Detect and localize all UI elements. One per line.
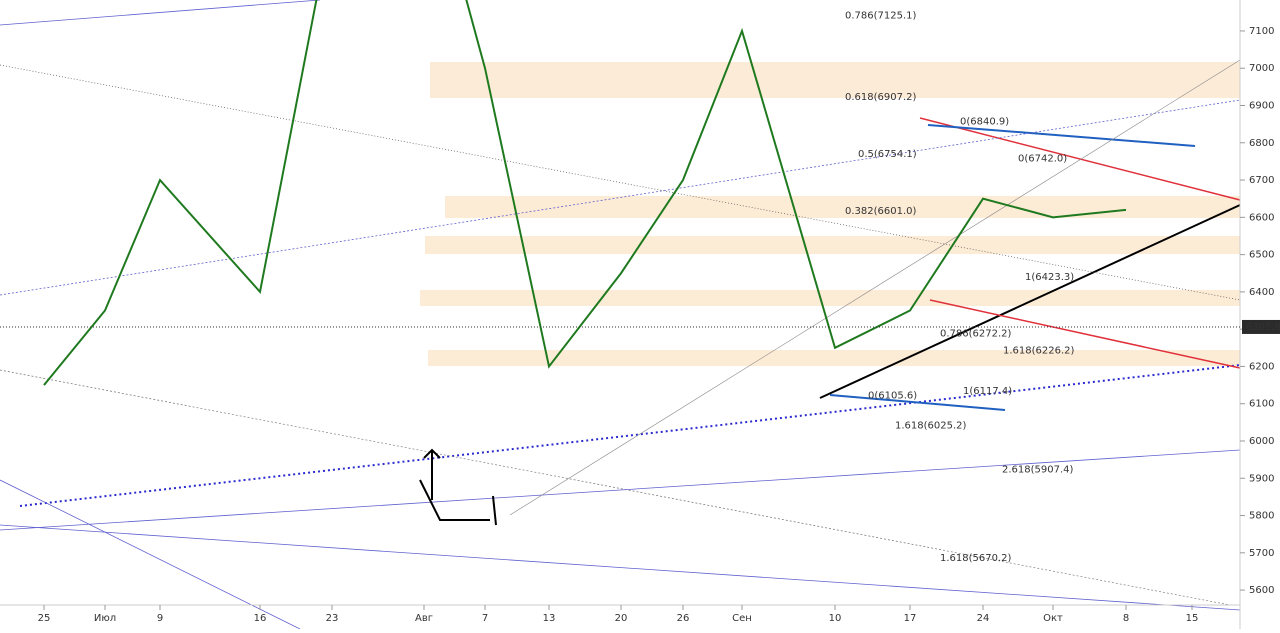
x-tick-label: 10 — [829, 613, 842, 624]
x-tick-label: Окт — [1043, 613, 1063, 624]
fib-label: 0.618(6907.2) — [845, 92, 917, 103]
plot — [43, 0, 1127, 386]
y-tick-label: 5800 — [1249, 511, 1274, 522]
x-tick-label: 25 — [38, 613, 51, 624]
y-tick-label: 6500 — [1249, 250, 1274, 261]
x-tick-label: Сен — [732, 613, 752, 624]
trend-lines — [0, 0, 1241, 630]
x-tick-label: 26 — [677, 613, 690, 624]
x-tick-label: Авг — [415, 613, 433, 624]
fib-label: 1.618(6025.2) — [895, 421, 967, 432]
x-tick-label: 16 — [254, 613, 267, 624]
fib-label: 0.382(6601.0) — [845, 206, 917, 217]
y-tick-label: 6600 — [1249, 212, 1274, 223]
fib-label: 0.786(7125.1) — [845, 11, 917, 22]
fib-label: 2.618(5907.4) — [1002, 465, 1074, 476]
x-tick-label: 24 — [977, 613, 990, 624]
last-price-box — [1242, 319, 1280, 334]
x-tick-label: 9 — [157, 613, 163, 624]
y-tick-label: 7000 — [1249, 63, 1274, 74]
x-tick-label: 20 — [615, 613, 628, 624]
y-tick-label: 6100 — [1249, 399, 1274, 410]
y-tick-label: 6000 — [1249, 436, 1274, 447]
y-tick-label: 6700 — [1249, 175, 1274, 186]
y-tick-label: 7100 — [1249, 26, 1274, 37]
x-tick-label: Июл — [94, 613, 116, 624]
fib-label: 0(6742.0) — [1018, 153, 1067, 164]
x-tick-label: 23 — [326, 613, 339, 624]
y-tick-label: 6200 — [1249, 361, 1274, 372]
x-tick-label: 8 — [1123, 613, 1129, 624]
fib-label: 0(6105.6) — [868, 391, 917, 402]
x-tick-label: 15 — [1186, 613, 1199, 624]
fib-label: 1.618(5670.2) — [940, 553, 1012, 564]
x-tick-label: 17 — [904, 613, 917, 624]
fib-label: 0.5(6754.1) — [858, 149, 917, 160]
price-line — [43, 0, 1127, 386]
y-tick-label: 6900 — [1249, 100, 1274, 111]
fib-label: 1(6117.4) — [963, 386, 1012, 397]
y-tick-label: 5600 — [1249, 585, 1274, 596]
fib-label: 0.786(6272.2) — [940, 329, 1012, 340]
y-tick-label: 5900 — [1249, 473, 1274, 484]
fib-label: 1(6423.3) — [1025, 272, 1074, 283]
x-tick-label: 13 — [543, 613, 556, 624]
last-price-label: 6305,9 — [1246, 322, 1280, 333]
y-tick-label: 6800 — [1249, 138, 1274, 149]
y-tick-label: 6400 — [1249, 287, 1274, 298]
zones — [420, 62, 1240, 366]
y-tick-label: 5700 — [1249, 548, 1274, 559]
fib-label: 0(6840.9) — [960, 117, 1009, 128]
x-tick-label: 7 — [482, 613, 488, 624]
fib-label: 1.618(6226.2) — [1003, 346, 1075, 357]
